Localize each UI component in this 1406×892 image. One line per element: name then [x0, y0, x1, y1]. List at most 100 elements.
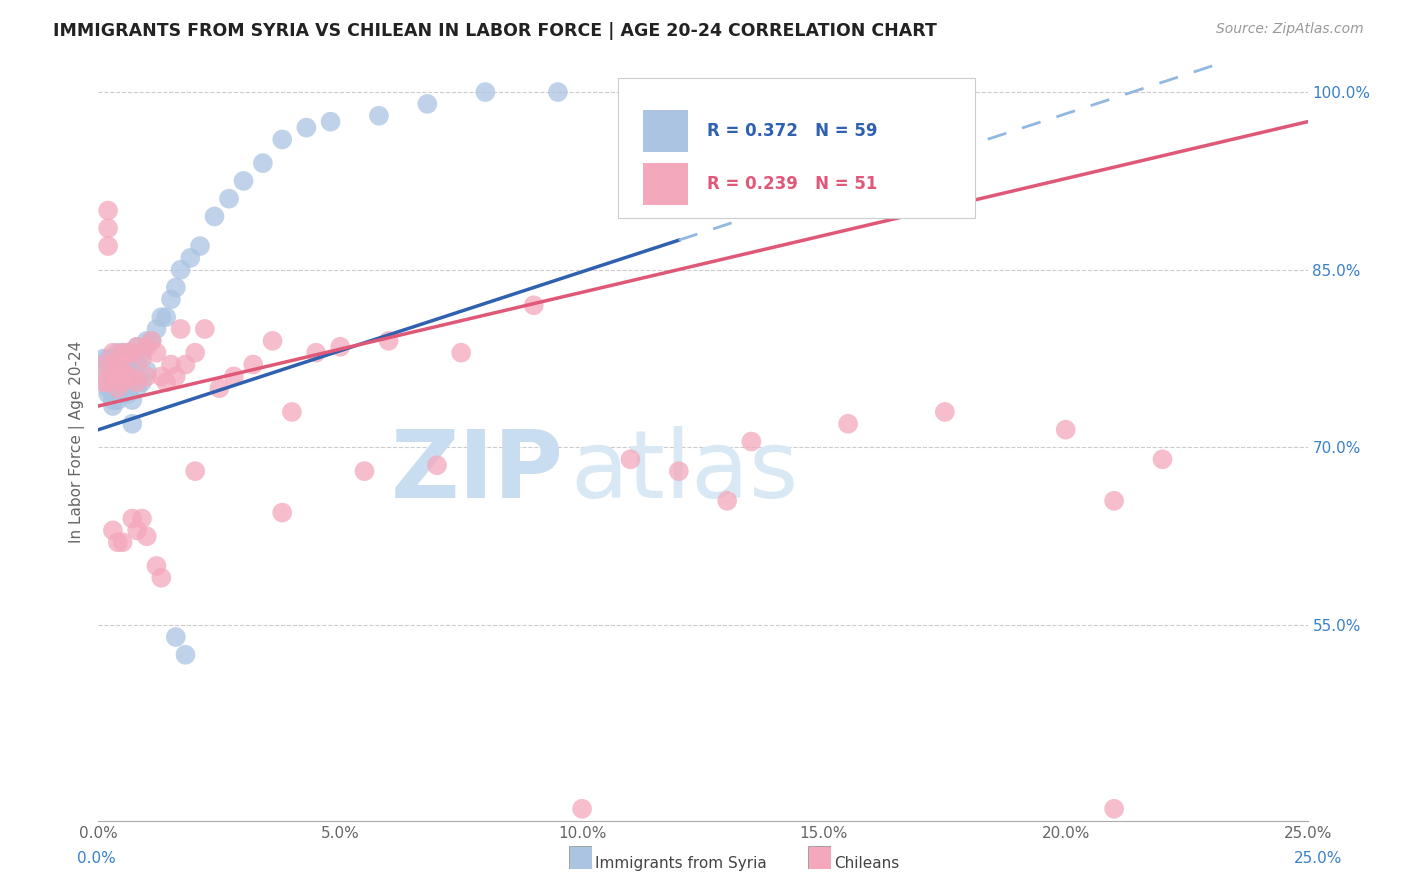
Point: [135, 529, 157, 543]
Point: [208, 381, 231, 395]
Point: [131, 376, 153, 390]
Point: [101, 351, 124, 366]
Point: [101, 369, 124, 384]
Point: [184, 464, 207, 478]
Point: [160, 358, 183, 372]
Point: [474, 85, 496, 99]
Point: [194, 322, 217, 336]
FancyBboxPatch shape: [619, 78, 976, 218]
Point: [101, 358, 124, 372]
Point: [150, 571, 173, 585]
Text: 0.0%: 0.0%: [77, 851, 117, 865]
Point: [305, 345, 328, 359]
FancyBboxPatch shape: [643, 110, 689, 152]
Point: [107, 535, 129, 549]
Point: [107, 393, 129, 408]
Point: [107, 351, 129, 366]
Point: [262, 334, 284, 348]
Point: [107, 381, 129, 395]
Point: [91, 376, 114, 390]
Text: Chileans: Chileans: [834, 856, 898, 871]
Text: R = 0.372   N = 59: R = 0.372 N = 59: [707, 121, 877, 140]
Point: [934, 405, 956, 419]
Point: [101, 358, 124, 372]
Text: Source: ZipAtlas.com: Source: ZipAtlas.com: [1216, 22, 1364, 37]
Point: [204, 210, 226, 224]
Point: [232, 174, 254, 188]
Point: [160, 293, 183, 307]
Point: [547, 85, 569, 99]
Point: [131, 351, 153, 366]
Point: [165, 280, 187, 294]
Point: [127, 381, 149, 395]
Point: [127, 358, 149, 372]
Point: [97, 381, 120, 395]
Point: [97, 351, 120, 366]
Point: [644, 85, 666, 99]
Point: [169, 322, 191, 336]
Point: [165, 630, 187, 644]
Point: [668, 464, 690, 478]
Point: [571, 802, 593, 816]
Y-axis label: In Labor Force | Age 20-24: In Labor Force | Age 20-24: [69, 341, 84, 542]
Point: [97, 203, 120, 218]
Point: [111, 376, 134, 390]
Point: [242, 358, 264, 372]
Point: [377, 334, 399, 348]
Point: [135, 363, 157, 377]
Point: [218, 192, 240, 206]
Point: [97, 376, 120, 390]
Point: [155, 310, 177, 325]
Point: [271, 132, 294, 146]
Point: [111, 369, 134, 384]
Point: [97, 221, 120, 235]
Point: [101, 345, 124, 359]
Point: [101, 387, 124, 401]
Point: [107, 345, 129, 359]
Point: [252, 156, 274, 170]
Point: [179, 251, 201, 265]
Point: [127, 524, 149, 538]
Point: [117, 369, 139, 384]
FancyBboxPatch shape: [643, 163, 689, 204]
Point: [121, 511, 143, 525]
Point: [121, 417, 143, 431]
Point: [188, 239, 211, 253]
Point: [150, 310, 173, 325]
Point: [111, 345, 134, 359]
Point: [121, 369, 143, 384]
Point: [121, 393, 143, 408]
Point: [174, 358, 197, 372]
Point: [91, 351, 114, 366]
Point: [127, 340, 149, 354]
Point: [107, 376, 129, 390]
Point: [135, 334, 157, 348]
Point: [131, 511, 153, 525]
Text: atlas: atlas: [569, 425, 799, 518]
Point: [353, 464, 375, 478]
Point: [619, 452, 641, 467]
Text: 25.0%: 25.0%: [1295, 851, 1343, 865]
Point: [117, 345, 139, 359]
Point: [97, 239, 120, 253]
Point: [716, 493, 738, 508]
Point: [121, 351, 143, 366]
Point: [145, 345, 167, 359]
Point: [281, 405, 304, 419]
Point: [101, 369, 124, 384]
Point: [150, 369, 173, 384]
Point: [1102, 493, 1125, 508]
Point: [131, 345, 153, 359]
Point: [523, 298, 546, 312]
Point: [165, 369, 187, 384]
Text: Immigrants from Syria: Immigrants from Syria: [595, 856, 766, 871]
Point: [117, 345, 139, 359]
Point: [101, 393, 124, 408]
Point: [111, 345, 134, 359]
Point: [107, 358, 129, 372]
Point: [295, 120, 318, 135]
Point: [117, 351, 139, 366]
Point: [111, 535, 134, 549]
Point: [107, 387, 129, 401]
Point: [101, 524, 124, 538]
